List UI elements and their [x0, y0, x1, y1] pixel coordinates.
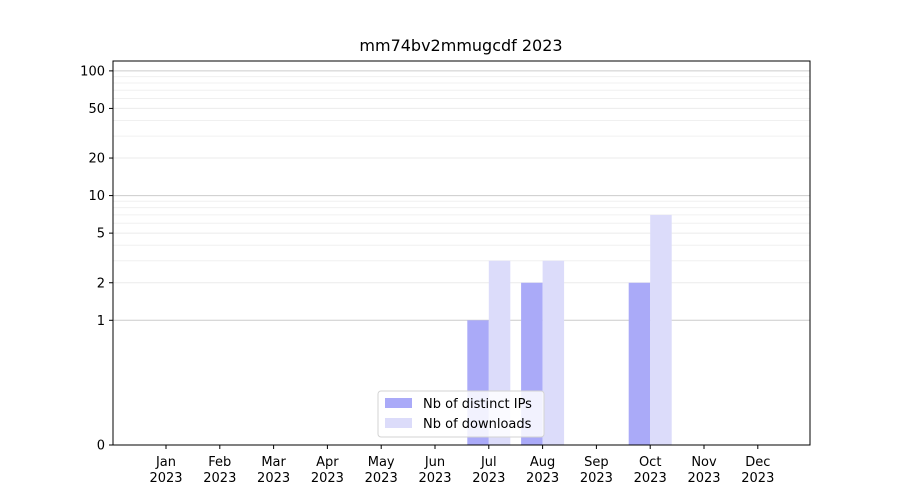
x-tick-label: Oct 2023: [634, 455, 667, 486]
x-tick-label: Jun 2023: [418, 455, 451, 486]
x-tick-label: Sep 2023: [580, 455, 613, 486]
legend-box: [377, 390, 545, 438]
chart-title: mm74bv2mmugcdf 2023: [359, 36, 562, 55]
grid-lines: [113, 70, 810, 321]
y-axis: 0 1 2 5 10 20 50 100: [80, 64, 113, 454]
x-axis: Jan 2023 Feb 2023 Mar 2023 Apr 2023 May 2023 Jun 20…: [149, 445, 774, 486]
x-tick-label: Apr 2023: [311, 455, 344, 486]
x-tick-label: Aug 2023: [526, 455, 559, 486]
bar-downloads: [542, 260, 565, 445]
plot-frame: [112, 60, 811, 446]
legend-label: Nb of downloads: [423, 417, 532, 432]
y-tick-label: 2: [97, 276, 105, 291]
y-tick-label: 1: [97, 314, 105, 329]
x-tick-label: Jul 2023: [472, 455, 505, 486]
x-tick-label: May 2023: [365, 455, 398, 486]
x-tick-label: Jan 2023: [149, 455, 182, 486]
y-tick-label: 100: [80, 64, 105, 79]
x-tick-label: Feb 2023: [203, 455, 236, 486]
legend-swatch: [385, 398, 412, 408]
legend: Nb of distinct IPs Nb of downloads: [377, 390, 545, 438]
y-tick-label: 50: [88, 102, 105, 117]
legend-swatch: [385, 418, 412, 428]
x-tick-label: Mar 2023: [257, 455, 290, 486]
x-tick-label: Dec 2023: [741, 455, 774, 486]
y-tick-label: 5: [97, 227, 105, 242]
y-tick-label: 10: [88, 189, 105, 204]
bar-downloads: [650, 214, 672, 445]
legend-label: Nb of distinct IPs: [423, 397, 532, 412]
y-tick-label: 0: [97, 439, 105, 454]
x-tick-label: Nov 2023: [687, 455, 720, 486]
bar-ips: [628, 282, 651, 445]
y-tick-label: 20: [88, 152, 105, 167]
